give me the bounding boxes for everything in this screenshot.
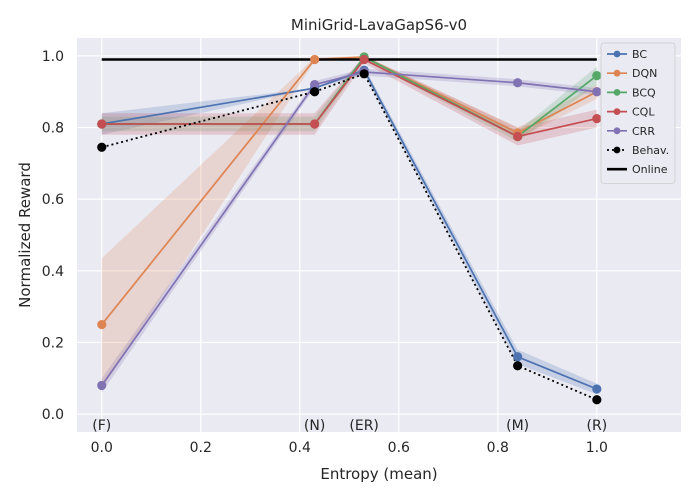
- line-behav: [101, 72, 598, 401]
- legend-marker-bc: [613, 50, 621, 58]
- point-crr-1: [310, 79, 320, 90]
- point-behav-3: [513, 361, 523, 371]
- point-behav-2: [359, 69, 369, 79]
- x-tick-label-1: 0.2: [190, 440, 212, 456]
- legend-label-behav: Behav.: [632, 144, 669, 157]
- legend: BC DQN BCQ CQL CRR Behav. Online: [600, 42, 676, 184]
- grid: [77, 38, 681, 432]
- legend-label-bcq: BCQ: [632, 86, 656, 99]
- y-tick-label-1: 0.2: [42, 335, 64, 351]
- x-axis-label: Entropy (mean): [320, 465, 437, 483]
- x-tick-label-0: 0.0: [91, 440, 113, 456]
- point-cql-0: [97, 119, 107, 129]
- y-axis-label: Normalized Reward: [16, 162, 34, 308]
- legend-label-cql: CQL: [632, 106, 655, 119]
- series-points: [97, 52, 602, 405]
- y-tick-labels: 0.0 0.2 0.4 0.6 0.8 1.0: [42, 49, 64, 423]
- point-cql-4: [592, 113, 602, 124]
- legend-label-crr: CRR: [632, 125, 655, 138]
- y-tick-label-2: 0.4: [42, 264, 64, 280]
- x-tick-label-2: 0.4: [289, 440, 311, 456]
- point-cql-2: [359, 54, 369, 65]
- y-tick-label-4: 0.8: [42, 121, 64, 137]
- x-tick-label-4: 0.8: [487, 440, 509, 456]
- point-crr-4: [592, 87, 602, 97]
- point-bc-3: [513, 352, 523, 362]
- legend-marker-cql: [613, 108, 621, 115]
- point-crr-0: [97, 380, 107, 391]
- point-crr-3: [513, 78, 523, 88]
- point-behav-0: [97, 142, 107, 152]
- annotation-3: (M): [506, 418, 529, 434]
- band-dqn: [101, 55, 597, 390]
- legend-marker-dqn: [613, 69, 621, 77]
- legend-label-bc: BC: [632, 48, 647, 61]
- point-cql-1: [310, 119, 320, 129]
- point-cql-3: [513, 131, 523, 142]
- x-tick-label-3: 0.6: [388, 440, 410, 456]
- y-tick-label-3: 0.6: [42, 192, 64, 208]
- band-bcq: [101, 55, 597, 142]
- legend-marker-behav: [613, 146, 621, 154]
- annotations: (F) (N) (ER) (M) (R): [92, 418, 607, 434]
- legend-marker-bcq: [613, 89, 621, 96]
- x-tick-labels: 0.0 0.2 0.4 0.6 0.8 1.0: [91, 440, 608, 456]
- x-tick-label-5: 1.0: [586, 440, 608, 456]
- y-tick-label-5: 1.0: [42, 49, 64, 65]
- annotation-0: (F): [92, 418, 111, 434]
- annotation-4: (R): [587, 418, 608, 434]
- annotation-1: (N): [304, 418, 325, 434]
- point-dqn-1: [310, 54, 320, 65]
- legend-label-online: Online: [632, 163, 668, 176]
- y-tick-label-0: 0.0: [42, 407, 64, 423]
- legend-marker-crr: [613, 127, 621, 135]
- legend-label-dqn: DQN: [632, 67, 657, 80]
- chart-title: MiniGrid-LavaGapS6-v0: [291, 16, 467, 34]
- point-bcq-4: [592, 71, 602, 81]
- point-dqn-0: [97, 319, 107, 330]
- point-bc-4: [592, 384, 602, 394]
- point-behav-1: [310, 87, 320, 97]
- confidence-bands: [101, 55, 597, 395]
- band-cql: [101, 55, 597, 146]
- point-behav-4: [592, 395, 602, 405]
- annotation-2: (ER): [349, 418, 379, 434]
